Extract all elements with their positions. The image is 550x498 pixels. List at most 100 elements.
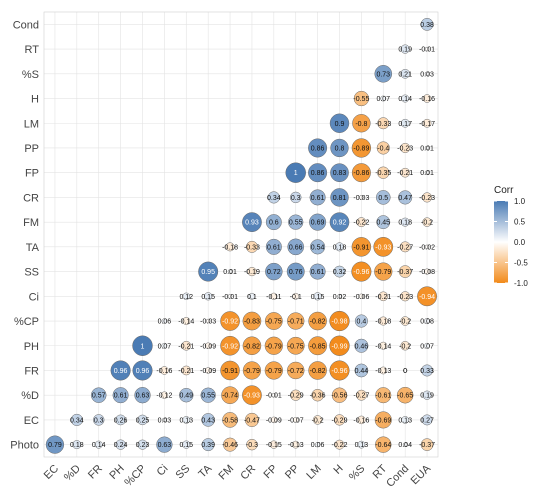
corr-value-label: 0.14 — [398, 96, 412, 103]
corr-cell: -0.21 — [375, 291, 391, 302]
corr-cell: -0.69 — [374, 411, 392, 429]
corr-cell: 0.95 — [198, 261, 219, 282]
corr-circle — [287, 312, 305, 330]
corr-value-label: 0.24 — [114, 442, 128, 449]
corr-value-label: -0.82 — [244, 343, 260, 350]
corr-circle — [351, 138, 372, 158]
corr-cell: -0.23 — [397, 291, 413, 302]
corr-cell: -0.83 — [242, 311, 262, 331]
corr-value-label: -0.03 — [200, 319, 216, 326]
corr-circle — [245, 240, 258, 253]
corr-circle — [264, 312, 283, 330]
corr-circle — [291, 440, 300, 449]
corr-value-label: 0.17 — [398, 121, 412, 128]
corr-cell: -0.23 — [419, 192, 435, 203]
corr-cell: 0.14 — [92, 440, 106, 449]
corr-circle — [204, 342, 212, 349]
corr-value-label: 0.38 — [420, 22, 434, 29]
corr-circle — [373, 237, 394, 257]
corr-circle — [400, 167, 410, 178]
corr-value-label: -0.16 — [353, 417, 369, 424]
corr-value-label: -0.01 — [419, 47, 435, 54]
corr-circle — [400, 118, 410, 128]
corr-value-label: -0.96 — [353, 269, 369, 276]
corr-cell: -0.08 — [419, 268, 435, 276]
corr-value-label: -0.2 — [399, 319, 411, 326]
corr-circle — [242, 385, 262, 406]
corr-value-label: 0.23 — [136, 442, 150, 449]
corr-cell: 0.06 — [158, 318, 171, 326]
corr-value-label: -0.14 — [375, 343, 391, 350]
corr-value-label: 0.86 — [311, 170, 325, 177]
corr-circle — [222, 412, 238, 428]
corr-cell: -0.14 — [375, 341, 391, 350]
corr-value-label: -0.17 — [419, 121, 435, 128]
corr-circle — [115, 414, 126, 426]
corr-circle — [242, 361, 262, 380]
corr-cell: -0.2 — [399, 316, 411, 326]
corr-value-label: -0.2 — [312, 417, 324, 424]
corr-value-label: 0.19 — [420, 393, 434, 400]
corr-value-label: 0.43 — [201, 417, 215, 424]
corr-circle — [223, 437, 238, 452]
corr-cell: 0.73 — [374, 65, 393, 83]
corr-cell: -0.91 — [351, 237, 372, 257]
corr-value-label: -0.18 — [375, 319, 391, 326]
corr-cell: 0 — [402, 368, 408, 375]
corr-circle — [401, 94, 410, 103]
corr-circle — [417, 286, 437, 307]
corr-cell: 0.07 — [420, 342, 434, 350]
corr-value-label: -0.33 — [244, 244, 260, 251]
x-tick-label: FR — [86, 463, 105, 482]
corr-cell: 0.04 — [398, 442, 412, 449]
corr-circle — [351, 261, 372, 282]
corr-value-label: -0.55 — [353, 96, 369, 103]
corr-cell: -0.85 — [308, 336, 328, 356]
x-tick-label: %CP — [122, 463, 148, 489]
corr-cell: -0.09 — [266, 416, 282, 424]
y-tick-label: %CP — [14, 316, 39, 328]
corr-value-label: -0.94 — [419, 294, 435, 301]
corr-circle — [377, 117, 390, 130]
corr-circle — [357, 415, 366, 425]
corr-value-label: -0.09 — [200, 368, 216, 375]
corr-cell: 0.39 — [201, 438, 215, 452]
corr-value-label: 0.14 — [92, 442, 106, 449]
corr-value-label: 0.03 — [420, 71, 434, 78]
corr-cell: 0.12 — [179, 292, 193, 301]
y-tick-label: Cond — [13, 19, 39, 31]
corr-cell: 0.61 — [112, 387, 129, 404]
corr-value-label: -0.64 — [375, 442, 391, 449]
corr-cell: 0.19 — [398, 44, 412, 54]
corr-cell: 0.5 — [375, 190, 391, 205]
corr-circle — [70, 413, 83, 426]
corr-cell: -0.01 — [419, 47, 435, 54]
corr-circle — [351, 237, 372, 257]
corr-cell: -0.16 — [156, 366, 172, 375]
corr-cell: -0.35 — [375, 166, 391, 179]
corr-value-label: -0.2 — [399, 343, 411, 350]
corr-circle — [310, 239, 326, 255]
corr-cell: -0.55 — [353, 90, 369, 107]
corr-cell: 0.55 — [288, 214, 304, 230]
corr-circle — [308, 336, 328, 356]
corr-cell: 0.69 — [309, 213, 327, 231]
corr-cell: -0.93 — [373, 237, 394, 257]
corr-circle — [182, 440, 191, 449]
corr-cell: -0.22 — [332, 439, 348, 450]
corr-circle — [288, 214, 304, 230]
corr-circle — [401, 416, 410, 424]
corr-cell: 0.27 — [420, 414, 434, 426]
corr-value-label: 0.08 — [420, 319, 434, 326]
corr-circle — [271, 392, 277, 398]
corr-value-label: -0.79 — [266, 343, 282, 350]
corr-value-label: -0.21 — [397, 170, 413, 177]
corr-cell: 0.63 — [134, 387, 151, 404]
corr-circle — [308, 361, 327, 380]
corr-cell: -0.74 — [221, 386, 239, 404]
corr-cell: -0.11 — [266, 292, 282, 301]
corr-cell: 0.61 — [309, 189, 326, 206]
corr-circle — [286, 336, 305, 355]
y-tick-label: FP — [25, 168, 39, 180]
corr-circle — [287, 238, 305, 256]
